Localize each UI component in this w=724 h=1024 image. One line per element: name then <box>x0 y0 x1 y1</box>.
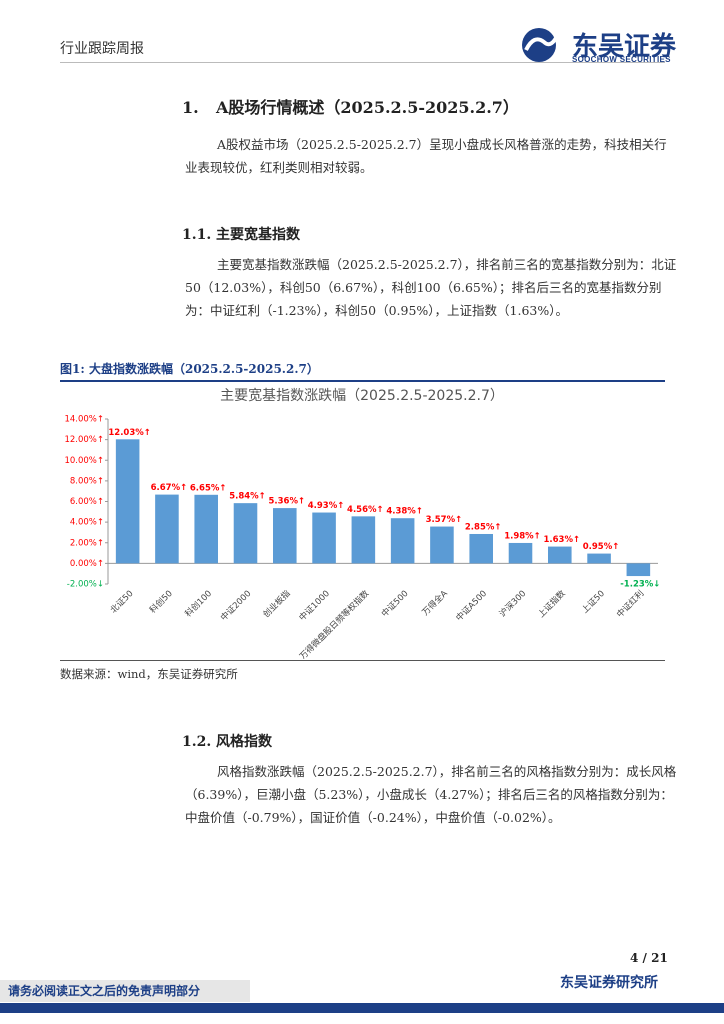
x-tick-label: 上证指数 <box>536 588 568 620</box>
bar <box>351 516 376 564</box>
bar <box>273 508 297 564</box>
x-tick-label: 沪深300 <box>497 588 528 619</box>
x-tick-label: 中证2000 <box>218 588 253 623</box>
footer-org: 东吴证券研究所 <box>560 975 658 991</box>
data-label: 12.03%↑ <box>108 428 151 438</box>
figure-source: 数据来源：wind，东吴证券研究所 <box>60 667 238 681</box>
section-title: 风格指数 <box>216 734 272 750</box>
y-tick-label: 2.00%↑ <box>70 538 104 548</box>
bar <box>390 518 415 564</box>
chart: 主要宽基指数涨跌幅（2025.2.5-2025.2.7） -2.00%↓ 0.00… <box>64 387 660 659</box>
figure-label: 图1: <box>60 362 85 376</box>
x-tick-label: 中证红利 <box>614 588 646 620</box>
bar <box>508 542 533 564</box>
bar <box>312 512 336 564</box>
x-tick-label: 创业板指 <box>261 588 293 620</box>
bar <box>469 533 493 564</box>
logo-icon <box>522 28 558 62</box>
x-tick-label: 中证A500 <box>454 588 489 623</box>
y-tick-label: 6.00%↑ <box>70 497 104 507</box>
bar <box>626 563 651 577</box>
x-tick-label: 科创100 <box>183 588 214 619</box>
data-label: 1.98%↑ <box>504 531 541 541</box>
y-tick-label: 14.00%↑ <box>64 415 104 425</box>
figure-title: 大盘指数涨跌幅（2025.2.5-2025.2.7） <box>88 362 319 376</box>
header-title: 行业跟踪周报 <box>60 41 144 57</box>
x-tick-label: 科创50 <box>147 588 174 615</box>
data-label: 5.84%↑ <box>229 492 266 502</box>
logo-subtitle: SOOCHOW SECURITIES <box>572 55 671 64</box>
section-heading: 1. A股场行情概述（2025.2.5-2025.2.7） <box>182 94 519 118</box>
data-label: 6.67%↑ <box>151 483 188 493</box>
data-label: 4.56%↑ <box>347 505 384 515</box>
bar <box>548 546 572 564</box>
bar <box>115 439 140 564</box>
bar <box>194 494 218 564</box>
section-heading: 1.1. 主要宽基指数 <box>182 224 300 244</box>
logo-name: 东吴证券 <box>572 32 677 62</box>
data-label: 6.65%↑ <box>190 483 227 493</box>
header-rule <box>60 62 665 63</box>
y-tick-label: -2.00%↓ <box>67 580 104 590</box>
x-tick-label: 万得全A <box>420 588 450 618</box>
bar <box>233 503 258 564</box>
data-label: 4.38%↑ <box>386 507 423 517</box>
y-tick-label: 4.00%↑ <box>70 518 104 528</box>
paragraph: A股权益市场（2025.2.5-2025.2.7）呈现小盘成长风格普涨的走势，科… <box>185 137 667 175</box>
disclaimer: 请务必阅读正文之后的免责声明部分 <box>0 980 250 1002</box>
section-number: 1.1. <box>182 227 212 243</box>
y-tick-label: 0.00%↑ <box>70 559 104 569</box>
section-number: 1. <box>182 98 199 117</box>
figure-rule <box>60 660 665 661</box>
y-tick-label: 8.00%↑ <box>70 476 104 486</box>
paragraph: 主要宽基指数涨跌幅（2025.2.5-2025.2.7），排名前三名的宽基指数分… <box>185 257 677 318</box>
y-tick-label: 12.00%↑ <box>64 435 104 445</box>
paragraph: 风格指数涨跌幅（2025.2.5-2025.2.7），排名前三名的风格指数分别为… <box>185 764 677 825</box>
data-label: 3.57%↑ <box>426 515 463 525</box>
bar <box>587 553 611 564</box>
section-number: 1.2. <box>182 734 212 750</box>
chart-title: 主要宽基指数涨跌幅（2025.2.5-2025.2.7） <box>220 387 504 404</box>
x-tick-label: 上证50 <box>580 589 607 616</box>
x-tick-label: 万得微盘股日频等权指数 <box>297 588 371 659</box>
data-label: 5.36%↑ <box>268 497 305 507</box>
x-tick-label: 中证500 <box>379 588 410 619</box>
x-tick-label: 北证50 <box>109 589 136 616</box>
bar <box>155 494 179 564</box>
data-label: 0.95%↑ <box>583 542 620 552</box>
data-label: 2.85%↑ <box>465 522 502 532</box>
section-heading: 1.2. 风格指数 <box>182 731 272 751</box>
figure-caption: 图1: 大盘指数涨跌幅（2025.2.5-2025.2.7） <box>60 360 665 382</box>
x-tick-label: 中证1000 <box>297 588 332 623</box>
data-label: -1.23%↓ <box>620 580 660 590</box>
data-label: 1.63%↑ <box>543 535 580 545</box>
section-title: A股场行情概述（2025.2.5-2025.2.7） <box>216 98 519 117</box>
page-number: 4 / 21 <box>630 951 668 965</box>
section-title: 主要宽基指数 <box>216 227 300 243</box>
data-label: 4.93%↑ <box>308 501 345 511</box>
footer-bar <box>0 1003 724 1013</box>
bar <box>430 526 454 564</box>
y-tick-label: 10.00%↑ <box>64 456 104 466</box>
